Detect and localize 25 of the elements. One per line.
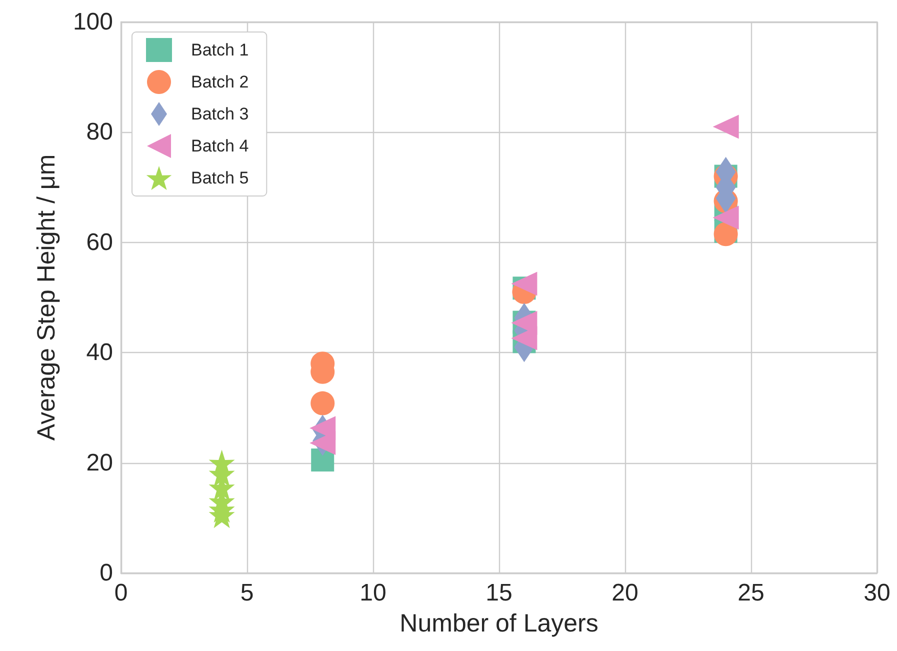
x-tick-label: 5 [240,580,254,606]
point [712,114,739,139]
x-axis-title: Number of Layers [400,610,598,638]
y-tick-label: 100 [72,8,113,36]
point [511,272,538,296]
point [714,222,738,246]
y-tick-label: 80 [86,118,113,146]
y-tick-label: 0 [100,560,113,586]
x-tick-label: 15 [486,580,512,606]
legend-label: Batch 5 [191,168,249,188]
y-tick-label: 20 [86,449,113,476]
x-tick-label: 30 [864,580,890,606]
point [310,430,336,455]
x-tick-label: 25 [738,580,764,606]
legend-label: Batch 3 [191,104,249,124]
legend-label: Batch 2 [191,72,249,92]
y-tick-label: 40 [86,339,113,366]
x-tick-label: 20 [612,580,638,606]
y-axis-title: Average Step Height / μm [32,154,60,441]
y-tick-label: 60 [86,228,113,256]
point [310,391,335,416]
legend-label: Batch 1 [191,40,249,60]
point [511,326,538,350]
x-tick-label: 10 [360,580,386,606]
legend-label: Batch 4 [191,136,249,156]
